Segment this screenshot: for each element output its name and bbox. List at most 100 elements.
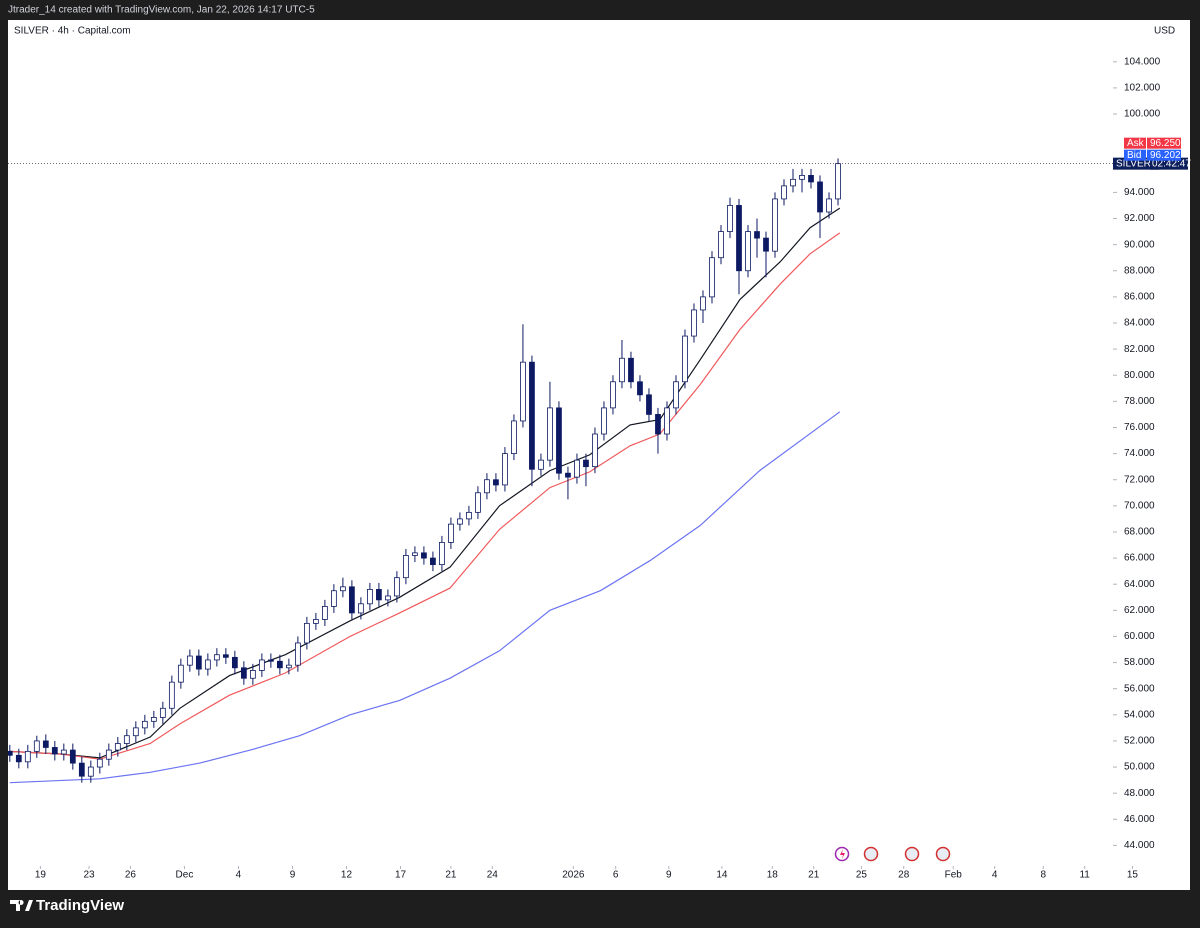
x-tick-label: 24 <box>487 870 499 881</box>
event-icons <box>834 846 951 862</box>
candle-body <box>403 555 409 579</box>
moving-average-line <box>9 207 841 759</box>
candle-body <box>123 735 130 744</box>
candle-body <box>376 589 382 601</box>
x-tick-label: 26 <box>125 870 137 881</box>
y-tick-label: 104.000 <box>1124 56 1161 67</box>
candle-body <box>475 492 481 513</box>
chart-title: SILVER · 4h · Capital.com <box>14 26 131 37</box>
currency-label: USD <box>1154 26 1175 37</box>
top-bar-text: Jtrader_14 created with TradingView.com,… <box>8 5 315 16</box>
candle-body <box>69 749 76 764</box>
logo-mark <box>10 900 33 911</box>
y-tick-label: 88.000 <box>1124 265 1155 276</box>
x-tick-label: 8 <box>1040 870 1046 881</box>
quote-tag-label: Ask <box>1127 138 1145 149</box>
candle-body <box>799 175 805 180</box>
y-tick-label: 46.000 <box>1124 814 1155 825</box>
candle-body <box>574 459 580 478</box>
quote-tag <box>1124 149 1146 161</box>
candle-body <box>547 407 553 461</box>
candle-body <box>213 654 220 661</box>
candle-body <box>619 357 625 383</box>
event-icon[interactable] <box>935 846 951 862</box>
candle-body <box>601 407 607 435</box>
candle-body <box>763 237 769 252</box>
x-tick-label: 6 <box>613 870 619 881</box>
candle-body <box>655 414 661 435</box>
candle-body <box>826 198 832 213</box>
candle-body <box>727 205 733 232</box>
y-tick-label: 90.000 <box>1124 239 1155 250</box>
candle-body <box>565 472 571 478</box>
candle-body <box>258 659 265 671</box>
candle-body <box>790 178 796 187</box>
candle-body <box>105 749 112 760</box>
candle-body <box>511 420 517 455</box>
y-tick-label: 94.000 <box>1124 187 1155 198</box>
candle-body <box>637 381 643 396</box>
y-tick-label: 100.000 <box>1124 109 1161 120</box>
candle-body <box>168 681 175 709</box>
candle-body <box>493 479 499 486</box>
candle-body <box>186 655 193 666</box>
y-tick-label: 56.000 <box>1124 683 1155 694</box>
candle-body <box>673 381 679 409</box>
y-tick-label: 86.000 <box>1124 292 1155 303</box>
x-tick-label: 9 <box>666 870 672 881</box>
countdown-label: 02:42:47 <box>1152 158 1191 169</box>
event-icon[interactable] <box>904 846 920 862</box>
x-tick-label: 21 <box>445 870 457 881</box>
event-icon-glyph <box>840 849 845 859</box>
quote-value-label: 96.202 <box>1150 150 1181 161</box>
candle-body <box>691 309 697 337</box>
candle-body <box>60 749 67 755</box>
y-tick-label: 64.000 <box>1124 579 1155 590</box>
candle-body <box>285 664 292 669</box>
x-tick-label: 19 <box>35 870 47 881</box>
candle-body <box>646 394 652 415</box>
y-tick-label: 78.000 <box>1124 396 1155 407</box>
candle-body <box>313 619 319 624</box>
candle-body <box>709 257 715 298</box>
quote-tag <box>1124 137 1146 149</box>
candle-body <box>33 740 40 752</box>
y-tick-label: 84.000 <box>1124 318 1155 329</box>
candle-body <box>331 590 337 607</box>
candle-body <box>835 163 841 200</box>
candle-body <box>159 707 166 718</box>
candle-body <box>502 453 508 486</box>
y-tick-label: 60.000 <box>1124 631 1155 642</box>
candle-body <box>87 766 94 777</box>
quote-value-label: 96.250 <box>1150 138 1181 149</box>
candle-body <box>745 231 751 272</box>
candle-body <box>96 758 103 768</box>
candle-body <box>385 595 391 601</box>
x-tick-label: 4 <box>992 870 998 881</box>
candle-body <box>628 357 634 383</box>
candle-body <box>466 511 472 520</box>
candle-body <box>412 552 418 556</box>
candle-body <box>231 656 238 669</box>
event-icon[interactable] <box>863 846 879 862</box>
logo-text: TradingView <box>36 897 124 914</box>
candle-body <box>204 659 211 670</box>
candle-body <box>42 740 49 748</box>
candle-body <box>592 433 598 468</box>
x-tick-label: 4 <box>236 870 242 881</box>
y-tick-label: 52.000 <box>1124 736 1155 747</box>
candle-body <box>322 606 328 620</box>
x-tick-label: 17 <box>395 870 407 881</box>
candle-body <box>150 717 157 722</box>
candle-body <box>304 622 310 644</box>
y-tick-label: 92.000 <box>1124 213 1155 224</box>
x-tick-label: 23 <box>83 870 95 881</box>
candle-body <box>267 659 274 662</box>
moving-average-line <box>9 411 841 784</box>
candle-body <box>718 231 724 259</box>
candle-body <box>754 231 760 239</box>
candle-body <box>222 654 229 658</box>
quote-value-badge <box>1147 149 1181 161</box>
y-tick-label: 48.000 <box>1124 788 1155 799</box>
